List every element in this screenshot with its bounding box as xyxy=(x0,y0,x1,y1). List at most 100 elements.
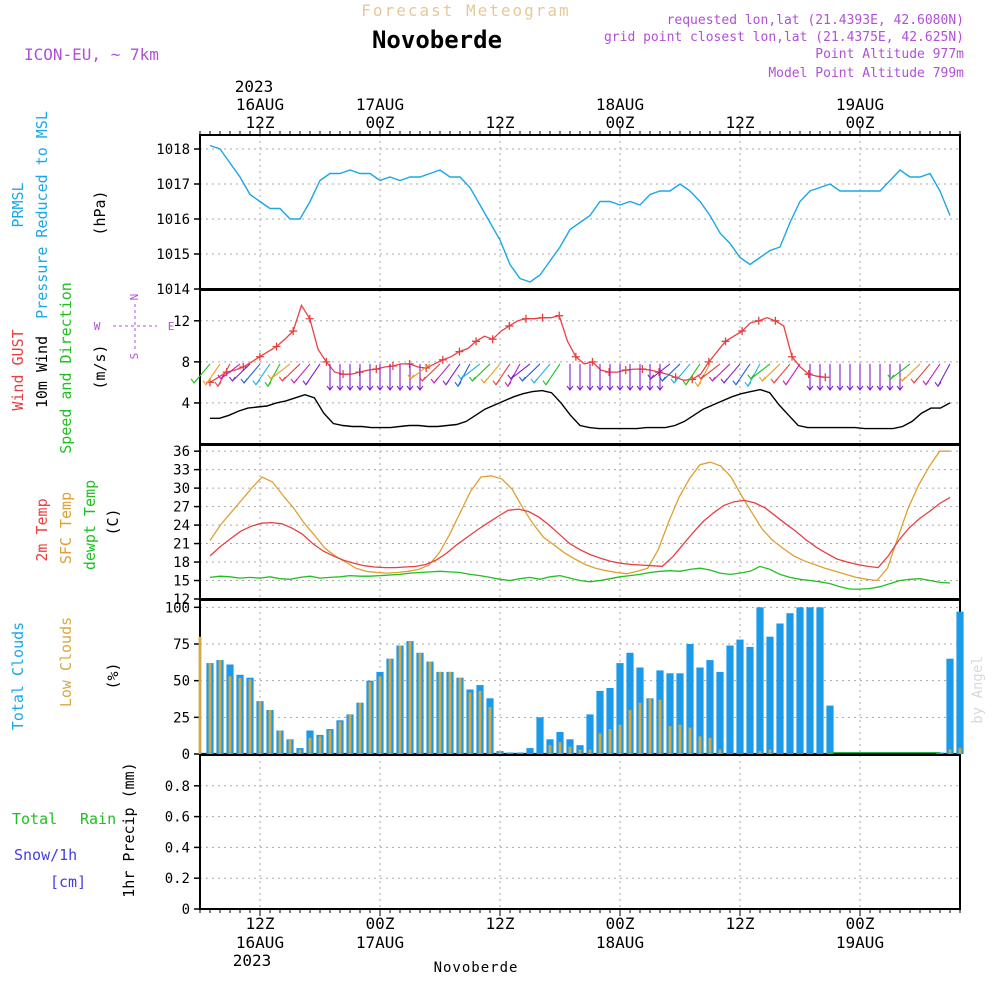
cm-unit: [cm] xyxy=(50,873,86,891)
low-cloud-bar xyxy=(598,733,602,754)
wind-arrow-head xyxy=(856,385,864,391)
y-tick-label: 1014 xyxy=(156,282,190,298)
wind-arrow-head xyxy=(670,378,678,384)
low-cloud-bar xyxy=(238,677,242,754)
low-cloud-bar xyxy=(258,701,262,754)
gust-marker xyxy=(239,363,248,371)
low-cloud-bar xyxy=(378,676,382,754)
gust-marker xyxy=(472,337,481,346)
low-cloud-bar xyxy=(308,737,312,754)
gust-marker xyxy=(455,347,464,356)
panel-frame xyxy=(199,754,961,910)
wind-arrow-head xyxy=(407,374,415,380)
low-cloud-bar xyxy=(618,724,622,754)
wind-arrow-head xyxy=(264,381,272,388)
gust-marker xyxy=(588,357,597,366)
low-cloud-bar xyxy=(708,737,712,754)
total-cloud-bar xyxy=(746,646,754,754)
bottom-time-label: 12Z xyxy=(726,914,755,933)
t2m-line xyxy=(209,496,951,569)
low-cloud-bar xyxy=(278,730,282,754)
gust-marker xyxy=(704,357,713,366)
y-tick-label: 0.8 xyxy=(165,779,190,795)
wind-arrow-head xyxy=(492,380,500,386)
y-tick-label: 8 xyxy=(182,355,190,371)
wind-arrow-head xyxy=(636,385,644,391)
wind-arrow-head xyxy=(876,385,884,391)
gust-marker xyxy=(571,352,580,361)
y-tick-label: 50 xyxy=(173,674,190,690)
wind-arrow xyxy=(901,363,921,382)
wind-arrow-head xyxy=(887,374,895,380)
top-time-label: 12Z xyxy=(726,113,755,132)
low-cloud-bar xyxy=(438,671,442,754)
gust-marker xyxy=(521,314,530,323)
bottom-time-label: 00Z xyxy=(366,914,395,933)
wind-arrow-head xyxy=(720,378,728,384)
gust-marker xyxy=(255,352,264,361)
wind-arrow-head xyxy=(457,374,465,380)
wind-arrow-head xyxy=(646,385,654,391)
wind-labels: Wind GUST 10m Wind Speed and Direction (… xyxy=(9,282,174,454)
total-cloud-bar xyxy=(726,645,734,754)
low-cloud-bar xyxy=(558,742,562,754)
total-cloud-bar xyxy=(706,660,714,754)
gust-marker xyxy=(804,370,813,379)
wind-arrow-head xyxy=(386,385,394,391)
y-tick-label: 12 xyxy=(173,592,190,608)
wind-arrow-head xyxy=(744,381,752,388)
wind-arrows xyxy=(190,363,951,391)
wind-arrow-head xyxy=(530,378,538,384)
requested-coords: requested lon,lat (21.4393E, 42.6080N) xyxy=(667,13,964,28)
low-cloud-bar xyxy=(318,736,322,754)
wind-arrow-head xyxy=(376,385,384,391)
low-cloud-bar xyxy=(208,663,212,754)
low-cloud-bar xyxy=(398,645,402,754)
wind-arrow-head xyxy=(336,385,344,391)
y-tick-label: 15 xyxy=(173,574,190,590)
gust-marker xyxy=(505,321,514,330)
wind-arrow-head xyxy=(694,381,702,388)
prmsl-label: PRMSL xyxy=(9,182,27,227)
wind-arrow-head xyxy=(566,385,574,391)
low-cloud-bar xyxy=(668,726,672,754)
wind-arrow xyxy=(761,363,781,382)
top-time-label: 12Z xyxy=(486,113,515,132)
gust-marker xyxy=(305,314,314,323)
wind-arrow-head xyxy=(898,376,906,382)
year-top: 2023 xyxy=(235,77,274,96)
compass-s: S xyxy=(128,353,141,360)
wind-arrow-head xyxy=(782,380,790,386)
low-cloud-bar xyxy=(288,739,292,754)
bottom-date-label: 17AUG xyxy=(356,933,404,952)
total-cloud-bar xyxy=(736,639,744,754)
wind-arrow-head xyxy=(507,374,515,380)
year-bottom: 2023 xyxy=(233,951,272,970)
wind-arrow-head xyxy=(214,381,222,388)
wind-arrow-head xyxy=(836,385,844,391)
panel-frame xyxy=(199,134,961,290)
pressure-desc-label: Pressure Reduced to MSL xyxy=(33,111,51,319)
pct-unit: (%) xyxy=(104,662,122,689)
wind-arrow xyxy=(750,363,771,380)
gust-marker xyxy=(289,327,298,336)
wind-arrow-head xyxy=(806,385,814,391)
wind-arrow-head xyxy=(576,385,584,391)
bottom-date-label: 16AUG xyxy=(236,933,284,952)
low-cloud-bar xyxy=(428,661,432,754)
gust-marker xyxy=(754,316,763,325)
wind-arrow-head xyxy=(228,376,236,382)
wind-arrow-head xyxy=(202,380,210,386)
top-time-label: 00Z xyxy=(606,113,635,132)
y-tick-label: 18 xyxy=(173,555,190,571)
wind-arrow-head xyxy=(934,381,942,388)
low-cloud-bar xyxy=(448,671,452,754)
wind-arrow xyxy=(270,363,291,380)
low-cloud-bar xyxy=(568,746,572,754)
wind-arrow-head xyxy=(616,385,624,391)
low-cloud-bar xyxy=(758,751,762,754)
wind-arrow-head xyxy=(468,376,476,382)
total-cloud-bar xyxy=(526,748,534,754)
top-date-label: 18AUG xyxy=(596,95,644,114)
model-label: ICON-EU, ~ 7km xyxy=(24,45,159,64)
